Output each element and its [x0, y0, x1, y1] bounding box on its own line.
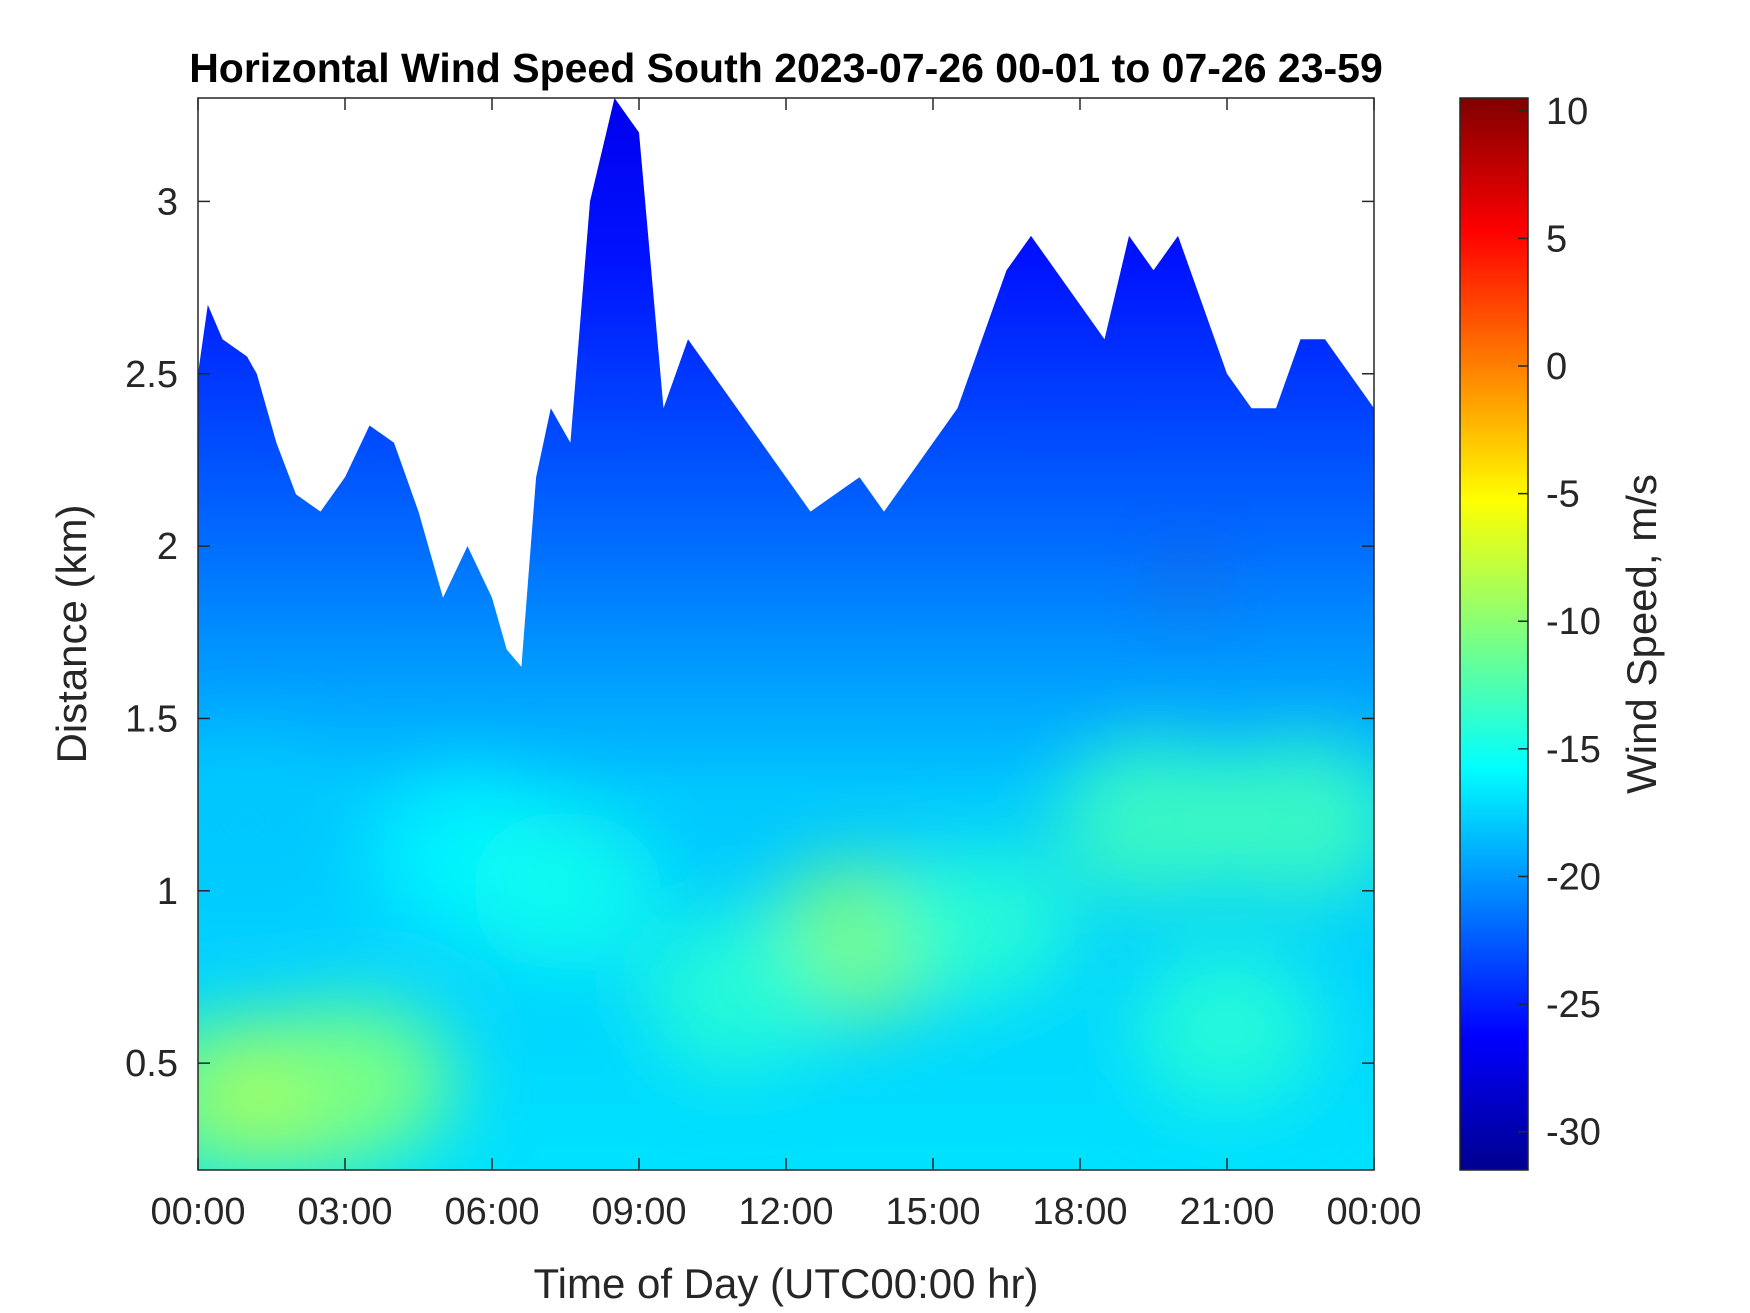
- colorbar-tick-label-3: -5: [1546, 474, 1580, 516]
- colorbar-tick-label-8: -30: [1546, 1112, 1601, 1154]
- x-axis: 00:00 03:00 06:00 09:00 12:00 15:00 18:00 21:00…: [150, 98, 1422, 1233]
- x-tick-label-5: 15:00: [885, 1191, 980, 1233]
- y-tick-label-3: 2: [157, 526, 178, 568]
- wind-core-3: [198, 741, 342, 902]
- x-axis-label: Time of Day (UTC00:00 hr): [534, 1260, 1039, 1307]
- x-tick-label-8: 00:00: [1326, 1191, 1421, 1233]
- y-tick-label-1: 1: [157, 871, 178, 913]
- plot-area: [198, 98, 1374, 1170]
- y-tick-label-4: 2.5: [125, 354, 178, 396]
- wind-core-5: [470, 810, 661, 971]
- colorbar-tick-label-7: -25: [1546, 984, 1601, 1026]
- wind-core-10: [1205, 741, 1374, 902]
- no-data-mask: [198, 98, 1374, 667]
- wind-core-11: [1132, 948, 1322, 1109]
- y-axis-label: Distance (km): [48, 504, 95, 763]
- wind-core-2: [269, 1000, 460, 1161]
- y-tick-label-2: 1.5: [125, 698, 178, 740]
- x-tick-label-3: 09:00: [591, 1191, 686, 1233]
- x-tick-label-6: 18:00: [1032, 1191, 1127, 1233]
- wind-speed-cores: [198, 560, 1374, 1170]
- wind-core-8: [887, 845, 1077, 1006]
- colorbar-label: Wind Speed, m/s: [1618, 474, 1665, 794]
- wind-core-12: [1181, 560, 1194, 601]
- colorbar-tick-label-0: 10: [1546, 91, 1588, 133]
- x-tick-label-2: 06:00: [444, 1191, 539, 1233]
- colorbar-tick-label-4: -10: [1546, 601, 1601, 643]
- wind-core-9: [1058, 741, 1249, 902]
- chart-title: Horizontal Wind Speed South 2023-07-26 0…: [189, 45, 1383, 91]
- y-tick-label-0: 0.5: [125, 1043, 178, 1085]
- y-tick-label-5: 3: [157, 181, 178, 223]
- x-tick-label-0: 00:00: [150, 1191, 245, 1233]
- colorbar: [1459, 97, 1529, 1171]
- x-tick-label-4: 12:00: [738, 1191, 833, 1233]
- x-tick-label-7: 21:00: [1179, 1191, 1274, 1233]
- colorbar-ticks: 10 5 0 -5 -10 -15 -20 -25 -30: [1518, 91, 1601, 1154]
- colorbar-tick-label-6: -20: [1546, 856, 1601, 898]
- x-tick-label-1: 03:00: [297, 1191, 392, 1233]
- colorbar-tick-label-1: 5: [1546, 218, 1567, 260]
- wind-core-7: [642, 914, 832, 1075]
- colorbar-tick-label-5: -15: [1546, 729, 1601, 771]
- y-axis: 0.5 1 1.5 2 2.5 3: [125, 181, 1374, 1085]
- colorbar-tick-label-2: 0: [1546, 346, 1567, 388]
